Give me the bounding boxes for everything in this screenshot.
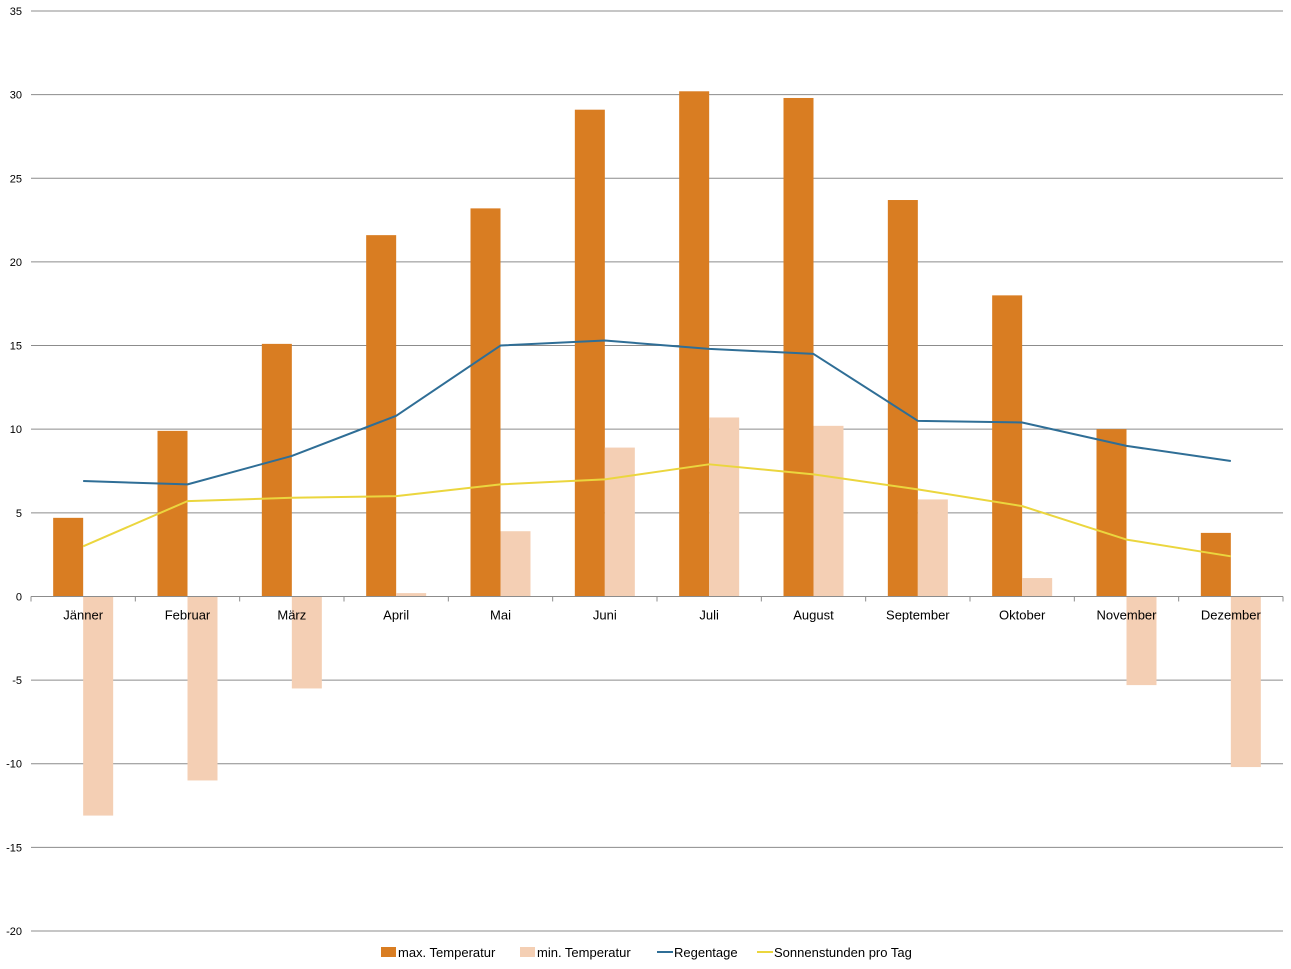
category-label: Oktober: [999, 607, 1046, 622]
max-temp-bar: [574, 109, 605, 597]
gridlines: [31, 10, 1283, 932]
y-tick-label: 0: [16, 591, 22, 603]
legend-label: max. Temperatur: [398, 945, 496, 960]
y-tick-label: 35: [10, 6, 22, 18]
category-label: September: [886, 607, 950, 622]
y-tick-label: -20: [6, 926, 22, 938]
y-tick-label: 30: [10, 90, 22, 102]
y-tick-label: 10: [10, 424, 22, 436]
legend-swatch: [520, 947, 535, 957]
max-temp-bar: [157, 430, 188, 597]
category-label: Mai: [490, 607, 511, 622]
y-tick-label: 20: [10, 257, 22, 269]
min-temp-bar: [813, 425, 844, 597]
category-label: März: [277, 607, 306, 622]
category-label: August: [793, 607, 834, 622]
max-temp-bar: [470, 208, 501, 597]
min-temp-bar: [396, 593, 427, 597]
min-temp-bar: [500, 531, 531, 597]
max-temp-bar: [887, 200, 918, 597]
y-axis-ticks: -20 -15 -10 -5 0 5 10 15 20 25 30 35: [6, 6, 22, 938]
legend: max. Temperatur min. Temperatur Regentage S…: [381, 945, 912, 960]
min-temp-bar: [604, 447, 635, 597]
regentage-line: [83, 339, 1231, 486]
legend-swatch: [381, 947, 396, 957]
min-temp-bar: [187, 596, 218, 781]
y-tick-label: 25: [10, 173, 22, 185]
category-label: April: [383, 607, 409, 622]
y-tick-label: 15: [10, 341, 22, 353]
legend-label: Sonnenstunden pro Tag: [774, 945, 912, 960]
category-label: Juli: [699, 607, 719, 622]
legend-label: min. Temperatur: [537, 945, 631, 960]
max-temp-bar: [366, 235, 397, 597]
min-temp-bar: [1126, 596, 1157, 686]
category-label: November: [1097, 607, 1158, 622]
min-temp-bar: [917, 499, 948, 597]
category-labels: Jänner Februar März April Mai Juni Juli August S…: [63, 607, 1261, 622]
min-temp-bar: [83, 596, 114, 816]
max-temp-bar: [1200, 532, 1231, 597]
y-tick-label: -5: [12, 675, 22, 687]
y-tick-label: 5: [16, 508, 22, 520]
min-temp-bar: [291, 596, 322, 689]
lines: [82, 339, 1231, 558]
min-temp-bar: [709, 417, 740, 597]
bars: [53, 91, 1261, 816]
max-temp-bar: [1096, 429, 1127, 597]
max-temp-bar: [992, 295, 1023, 597]
category-label: Juni: [593, 607, 617, 622]
max-temp-bar: [679, 91, 710, 597]
category-label: Jänner: [63, 607, 103, 622]
max-temp-bar: [783, 97, 814, 597]
y-tick-label: -10: [6, 759, 22, 771]
x-axis: [30, 595, 1284, 602]
max-temp-bar: [261, 343, 292, 597]
min-temp-bar: [1022, 578, 1053, 597]
sonnenstunden-line: [82, 463, 1231, 558]
y-tick-label: -15: [6, 842, 22, 854]
min-temp-bar: [1230, 596, 1261, 768]
max-temp-bar: [53, 517, 84, 597]
category-label: Februar: [165, 607, 211, 622]
category-label: Dezember: [1201, 607, 1262, 622]
legend-label: Regentage: [674, 945, 738, 960]
